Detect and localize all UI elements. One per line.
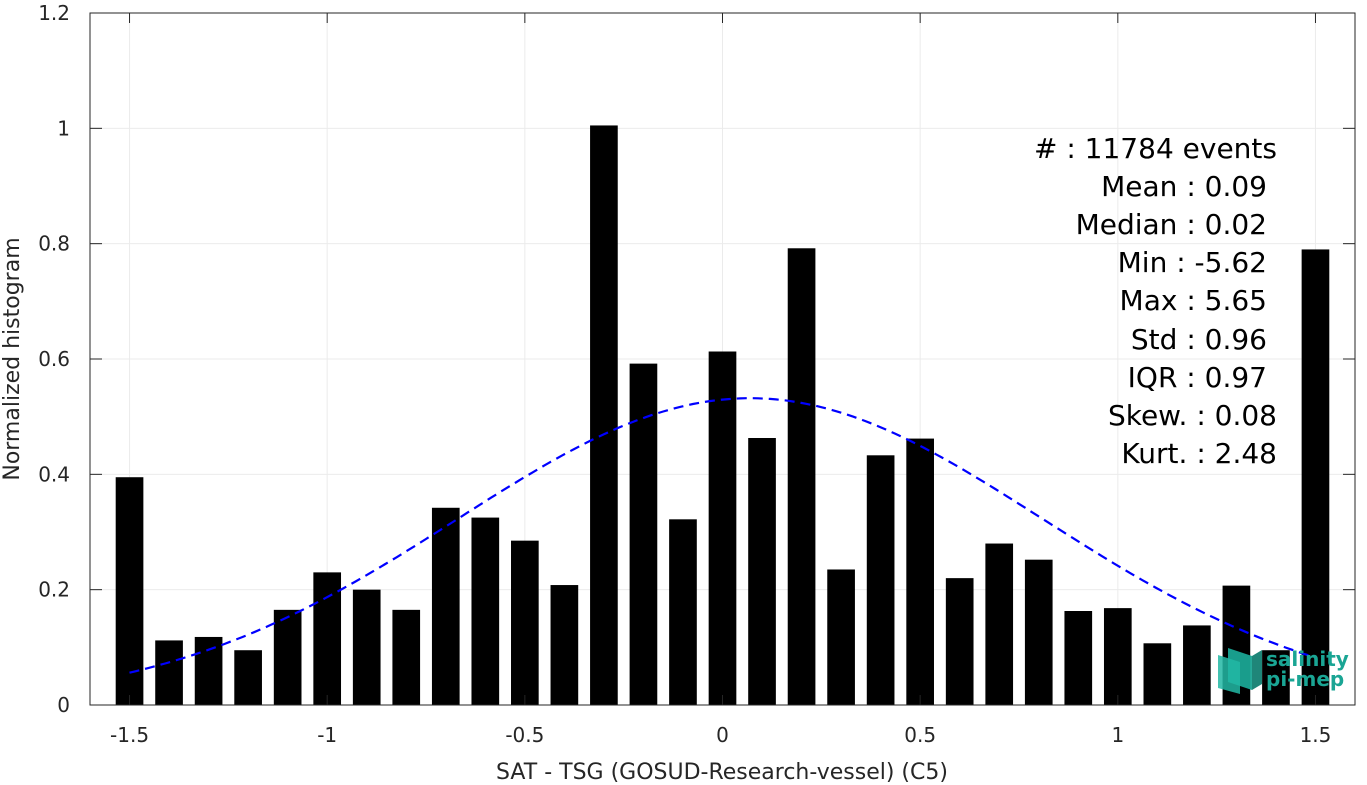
- histogram-bar: [1143, 643, 1172, 705]
- axis-ticks: [90, 12, 1355, 706]
- histogram-bars: [115, 125, 1330, 705]
- histogram-bar: [708, 351, 737, 705]
- histogram-bar: [1103, 608, 1132, 705]
- y-tick-label: 0: [57, 693, 70, 717]
- histogram-bar: [392, 609, 421, 705]
- histogram-bar: [945, 578, 974, 705]
- x-tick-label: 0: [716, 723, 729, 747]
- y-tick-labels: 0 0.2 0.4 0.6 0.8 1 1.2: [38, 1, 70, 717]
- histogram-bar: [352, 589, 381, 705]
- histogram-bar: [1064, 611, 1093, 705]
- y-axis-label: Normalized histogram: [0, 237, 25, 480]
- histogram-bar: [866, 455, 895, 705]
- histogram-bar: [906, 438, 934, 705]
- gaussian-fit-curve: [129, 397, 1316, 674]
- x-tick-label: -1.5: [110, 723, 149, 747]
- histogram-bar: [1183, 625, 1211, 705]
- histogram-bar: [155, 640, 183, 705]
- stat-kurt: Kurt. : 2.48: [1121, 437, 1277, 470]
- stat-events: # : 11784 events: [1034, 132, 1277, 165]
- stat-median: Median : 0.02: [1076, 208, 1267, 241]
- y-tick-label: 1: [57, 116, 70, 140]
- histogram-bar: [273, 609, 302, 705]
- stat-max: Max : 5.65: [1120, 284, 1267, 317]
- y-tick-label: 0.6: [38, 347, 70, 371]
- histogram-bar: [1024, 559, 1053, 705]
- histogram-bar: [590, 125, 618, 705]
- histogram-bar: [748, 438, 776, 705]
- histogram-bar: [431, 507, 460, 705]
- histogram-bar: [787, 248, 816, 705]
- y-tick-label: 0.2: [38, 578, 70, 602]
- x-tick-label: -1: [317, 723, 337, 747]
- histogram-bar: [115, 477, 144, 705]
- stat-mean: Mean : 0.09: [1101, 170, 1267, 203]
- histogram-bar: [669, 519, 697, 705]
- stat-min: Min : -5.62: [1118, 246, 1267, 279]
- x-tick-label: 0.5: [904, 723, 936, 747]
- histogram-bar: [985, 543, 1014, 705]
- x-tick-label: -0.5: [505, 723, 544, 747]
- x-tick-labels: -1.5 -1 -0.5 0 0.5 1 1.5: [110, 723, 1331, 747]
- x-axis-label: SAT - TSG (GOSUD-Research-vessel) (C5): [496, 760, 948, 785]
- histogram-bar: [629, 363, 658, 705]
- logo-cube-icon: [1218, 648, 1262, 694]
- histogram-bar: [511, 540, 539, 705]
- histogram-bar: [1262, 650, 1290, 705]
- histogram-bar: [313, 572, 342, 705]
- logo-text-salinity: salinity: [1266, 647, 1349, 671]
- stat-skew: Skew. : 0.08: [1108, 399, 1277, 432]
- histogram-bar: [234, 650, 262, 705]
- logo-text-pi-mep: pi-mep: [1266, 667, 1344, 691]
- salinity-pi-mep-logo: salinity pi-mep: [1218, 647, 1349, 694]
- histogram-bar: [471, 517, 500, 705]
- histogram-bar: [1301, 249, 1330, 705]
- stat-iqr: IQR : 0.97: [1128, 361, 1267, 394]
- histogram-bar: [550, 585, 579, 705]
- x-tick-label: 1: [1111, 723, 1124, 747]
- x-tick-label: 1.5: [1300, 723, 1332, 747]
- statistics-box: # : 11784 events Mean : 0.09 Median : 0.…: [1034, 132, 1277, 470]
- y-tick-label: 0.8: [38, 232, 70, 256]
- y-tick-label: 1.2: [38, 1, 70, 25]
- histogram-bar: [194, 636, 223, 705]
- histogram-bar: [827, 569, 855, 705]
- y-tick-label: 0.4: [38, 462, 70, 486]
- stat-std: Std : 0.96: [1131, 323, 1267, 356]
